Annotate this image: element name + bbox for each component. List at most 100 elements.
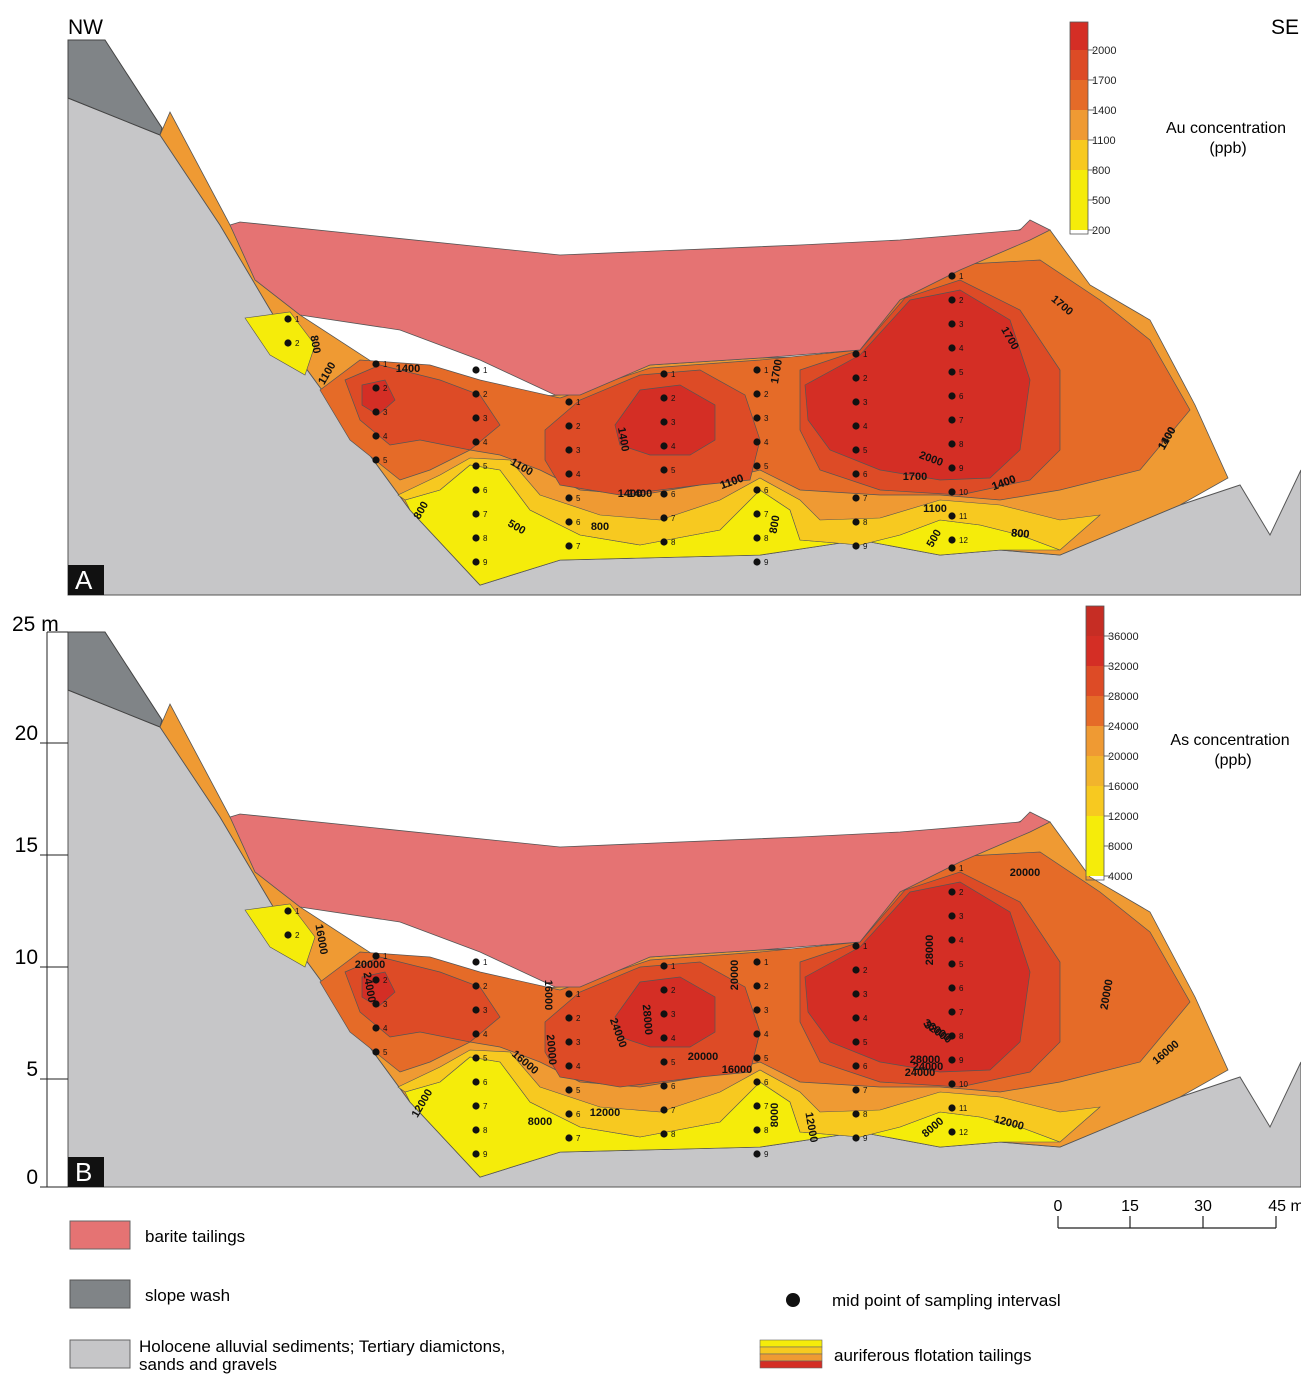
sample-point-b-c3-3 (472, 1006, 480, 1014)
sample-point-label: 6 (576, 518, 581, 527)
sample-point-label: 4 (483, 1030, 488, 1039)
contour-label-b: 12000 (802, 1111, 819, 1143)
sample-point-a-c7-1 (852, 350, 860, 358)
sample-point-a-c5-4 (660, 442, 668, 450)
sample-point-label: 7 (959, 1008, 964, 1017)
sample-point-b-c5-1 (660, 962, 668, 970)
legend-midpoint-dot (786, 1293, 800, 1307)
sample-point-label: 9 (764, 558, 769, 567)
colorbar-segment-b (1086, 606, 1104, 636)
legend-barite-label: barite tailings (145, 1227, 245, 1246)
sample-point-a-c2-5 (372, 456, 380, 464)
sample-point-label: 3 (576, 1038, 581, 1047)
contour-label-a: 800 (591, 521, 609, 533)
sample-point-a-c6-5 (753, 462, 761, 470)
sample-point-label: 1 (295, 315, 300, 324)
au-legend-title: Au concentration (1166, 120, 1286, 137)
as-legend-title: As concentration (1170, 732, 1289, 749)
contour-label-a: 1700 (769, 358, 785, 384)
legend: barite tailings slope wash Holocene allu… (69, 1220, 1061, 1374)
sample-point-b-c8-5 (948, 960, 956, 968)
sample-point-label: 1 (863, 942, 868, 951)
sample-point-label: 9 (959, 1056, 964, 1065)
sample-point-b-c7-2 (852, 966, 860, 974)
sample-point-label: 2 (959, 888, 964, 897)
sample-point-label: 2 (671, 986, 676, 995)
sample-point-label: 5 (483, 1054, 488, 1063)
sample-point-label: 5 (383, 456, 388, 465)
sample-point-a-c4-4 (565, 470, 573, 478)
sample-point-label: 1 (959, 864, 964, 873)
contour-label-b: 16000 (722, 1064, 753, 1076)
sample-point-label: 4 (764, 1030, 769, 1039)
depth-tick-label: 5 (26, 1058, 38, 1081)
sample-point-a-c3-9 (472, 558, 480, 566)
sample-point-b-c2-1 (372, 952, 380, 960)
sample-point-label: 3 (959, 912, 964, 921)
sample-point-a-c4-5 (565, 494, 573, 502)
colorbar-label-a: 200 (1092, 225, 1110, 237)
sample-point-label: 5 (671, 1058, 676, 1067)
colorbar-segment-b (1086, 666, 1104, 696)
sample-point-a-c3-1 (472, 366, 480, 374)
sample-point-label: 6 (959, 392, 964, 401)
sample-point-label: 3 (483, 414, 488, 423)
sample-point-label: 1 (295, 907, 300, 916)
sample-point-b-c4-4 (565, 1062, 573, 1070)
colorbar-segment-b (1086, 846, 1104, 876)
sample-point-label: 9 (764, 1150, 769, 1159)
sample-point-label: 6 (671, 1082, 676, 1091)
sample-point-a-c5-3 (660, 418, 668, 426)
sample-point-label: 12 (959, 536, 968, 545)
sample-point-label: 1 (483, 958, 488, 967)
colorbar-frame-a (1069, 21, 1089, 235)
sample-point-label: 6 (483, 1078, 488, 1087)
contour-label-a: 1400 (396, 363, 420, 375)
sample-point-b-c2-3 (372, 1000, 380, 1008)
contour-label-b: 28000 (924, 935, 936, 966)
sample-point-label: 7 (483, 510, 488, 519)
sample-point-b-c4-6 (565, 1110, 573, 1118)
sample-point-label: 2 (483, 982, 488, 991)
sample-point-label: 5 (764, 1054, 769, 1063)
sample-point-a-c3-8 (472, 534, 480, 542)
sample-point-a-c6-1 (753, 366, 761, 374)
colorbar-segment-b (1086, 696, 1104, 726)
sample-point-a-c4-1 (565, 398, 573, 406)
contour-label-a: 1700 (903, 471, 927, 483)
sample-point-label: 2 (295, 339, 300, 348)
sample-point-a-c7-8 (852, 518, 860, 526)
sample-point-label: 8 (863, 1110, 868, 1119)
panel-b-tag: B (75, 1157, 92, 1187)
sample-points-a: 1212345123456789123456712345678123456789… (284, 272, 968, 567)
sample-point-label: 2 (483, 390, 488, 399)
sample-point-label: 6 (671, 490, 676, 499)
contour-label-a: 1400 (628, 488, 652, 500)
contour-label-b: 12000 (590, 1107, 621, 1119)
sample-point-label: 1 (671, 962, 676, 971)
sample-point-label: 7 (764, 510, 769, 519)
colorbar-segment-a (1070, 80, 1088, 110)
sample-point-label: 5 (764, 462, 769, 471)
sample-point-a-c5-8 (660, 538, 668, 546)
sample-point-b-c7-6 (852, 1062, 860, 1070)
sample-point-a-c8-12 (948, 536, 956, 544)
contour-label-b: 28000 (910, 1054, 941, 1066)
sample-point-label: 3 (483, 1006, 488, 1015)
sample-point-label: 7 (671, 1106, 676, 1115)
sample-point-a-c1-2 (284, 339, 292, 347)
panel-a-tag-box (68, 565, 104, 595)
sample-point-label: 5 (959, 368, 964, 377)
sample-point-label: 5 (863, 1038, 868, 1047)
sample-point-a-c3-7 (472, 510, 480, 518)
sample-point-a-c8-8 (948, 440, 956, 448)
sample-point-label: 7 (483, 1102, 488, 1111)
sample-point-label: 1 (576, 398, 581, 407)
sample-point-b-c6-1 (753, 958, 761, 966)
legend-holocene-swatch (69, 1339, 131, 1369)
sample-point-b-c4-1 (565, 990, 573, 998)
sample-point-a-c5-5 (660, 466, 668, 474)
sample-point-a-c7-4 (852, 422, 860, 430)
sample-point-label: 12 (959, 1128, 968, 1137)
sample-point-a-c8-6 (948, 392, 956, 400)
